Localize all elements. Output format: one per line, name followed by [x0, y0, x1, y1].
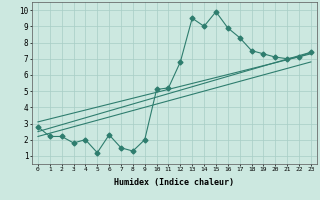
X-axis label: Humidex (Indice chaleur): Humidex (Indice chaleur)	[115, 178, 234, 187]
